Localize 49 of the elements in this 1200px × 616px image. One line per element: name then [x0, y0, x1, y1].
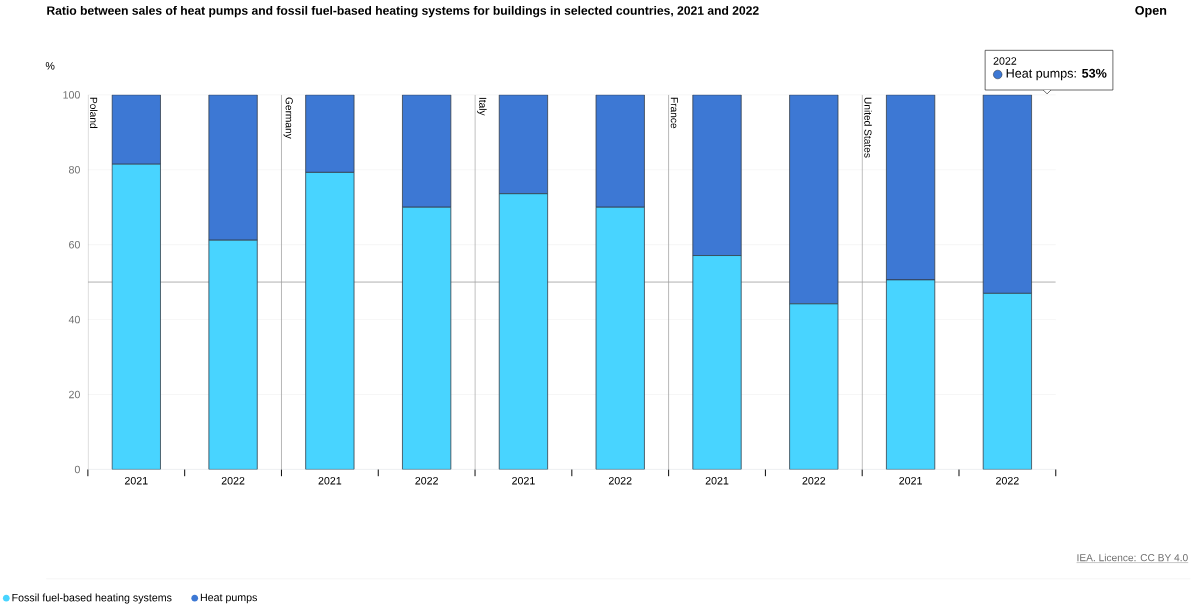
y-tick-label: 80: [68, 166, 80, 174]
text: IEA. Licence: CC BY 4.0: [1077, 553, 1188, 562]
annotation: Italy: [477, 98, 487, 116]
annotation: Poland: [90, 98, 98, 129]
annotation: France: [670, 98, 678, 129]
y-tick-label: 100: [63, 91, 80, 99]
bar: [111, 95, 161, 165]
bar: [982, 293, 1032, 470]
bar: [305, 95, 355, 173]
x-tick-label: 2021: [318, 477, 342, 485]
bar: [886, 279, 936, 470]
bar: [111, 163, 161, 470]
bar: [595, 95, 645, 208]
text: Open: [1135, 6, 1167, 18]
bar: [789, 95, 839, 305]
text: Heat pumps: 53%: [1006, 69, 1107, 81]
x-tick-label: 2021: [899, 477, 922, 485]
legend-label: Fossil fuel-based heating systems: [12, 593, 172, 604]
y-tick-label: 60: [69, 241, 80, 249]
text: 2022: [993, 57, 1017, 65]
x-tick-label: 2021: [512, 477, 535, 485]
bar: [402, 95, 452, 208]
bar: [208, 95, 258, 241]
x-tick-label: 2021: [124, 477, 148, 485]
y-tick-label: 20: [69, 390, 80, 399]
x-tick-label: 2022: [415, 477, 438, 485]
bar: [305, 172, 355, 470]
x-tick-label: 2022: [608, 477, 632, 485]
bar: [595, 207, 645, 470]
bar: [498, 95, 549, 195]
x-tick-label: 2021: [705, 477, 729, 485]
bar: [692, 95, 742, 257]
y-axis-title: %: [45, 62, 55, 70]
bar: [402, 207, 452, 470]
bar: [886, 95, 936, 281]
bar: [498, 193, 549, 470]
y-tick-label: 0: [74, 465, 80, 474]
legend-label: Heat pumps: [200, 593, 258, 604]
bar: [982, 95, 1032, 294]
chart-title: Ratio between sales of heat pumps and fossil fuel-based heating systems for buildings in selected countries, 2021 and 2022: [47, 6, 759, 18]
annotation: United States: [864, 97, 872, 158]
x-tick-label: 2022: [996, 477, 1019, 485]
y-tick-label: 40: [68, 316, 80, 324]
x-tick-label: 2022: [802, 477, 826, 485]
bar: [208, 239, 258, 470]
bar: [789, 303, 839, 470]
annotation: Germany: [283, 97, 293, 139]
x-tick-label: 2022: [221, 477, 245, 485]
bar: [692, 255, 742, 470]
